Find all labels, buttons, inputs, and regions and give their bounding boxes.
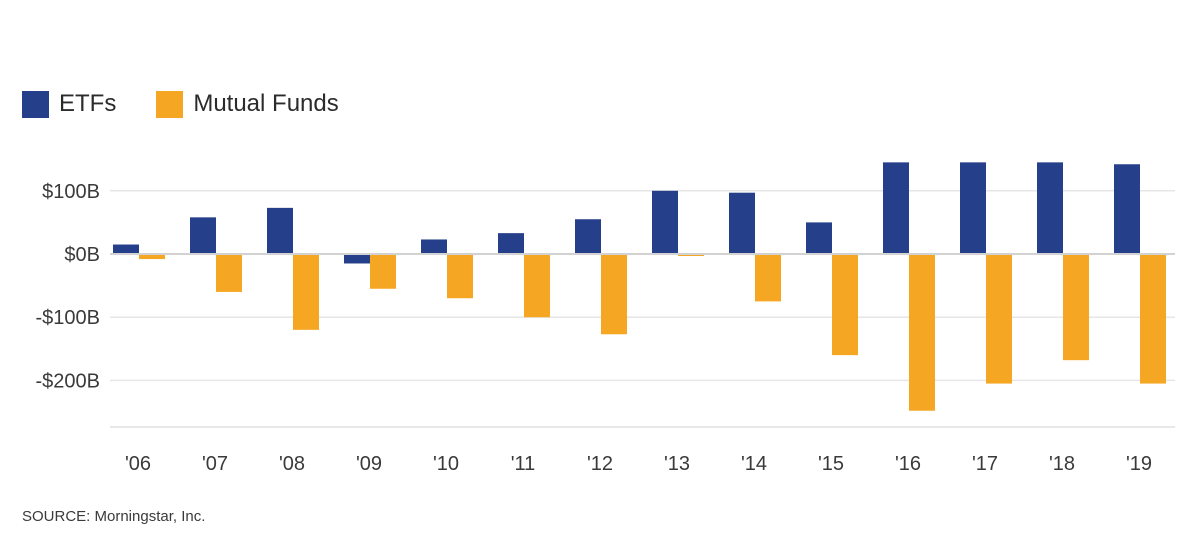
etf-bar-0 [113,244,139,254]
etf-bar-1 [190,217,216,254]
x-tick-label: '16 [895,453,921,475]
x-tick-label: '12 [587,453,613,475]
legend-swatch-etfs [22,90,49,118]
mutual-fund-bar-9 [832,254,858,356]
mutual-fund-bar-6 [601,254,627,335]
etf-bar-3 [344,254,370,264]
y-tick-label: -$200B [36,370,101,392]
mutual-fund-bar-2 [293,254,319,330]
legend-label-etfs: ETFs [59,90,117,117]
x-tick-label: '07 [202,453,228,475]
etf-bar-11 [960,162,986,254]
x-tick-label: '17 [972,453,998,475]
x-tick-label: '15 [818,453,844,475]
bars [113,162,1166,411]
chart-legend: ETFs Mutual Funds [22,90,379,118]
y-tick-label: $100B [42,181,100,203]
etf-bar-12 [1037,162,1063,254]
y-tick-label: -$100B [36,307,101,329]
legend-label-mutual-funds: Mutual Funds [193,90,339,117]
mutual-fund-bar-10 [909,254,935,411]
etf-bar-2 [267,207,293,254]
x-tick-label: '08 [279,453,305,475]
x-tick-label: '13 [664,453,690,475]
mutual-fund-bar-0 [139,254,165,260]
legend-item-etfs: ETFs [22,90,116,118]
etf-bar-7 [652,190,678,254]
legend-swatch-mutual-funds [156,90,184,118]
x-tick-label: '11 [511,453,536,475]
etf-bar-13 [1114,164,1140,254]
x-tick-label: '06 [125,453,151,475]
x-tick-label: '19 [1126,453,1152,475]
mutual-fund-bar-8 [755,254,781,302]
etf-bar-6 [575,219,601,254]
mutual-fund-bar-3 [370,254,396,289]
x-tick-label: '09 [356,453,382,475]
etf-bar-10 [883,162,909,254]
x-tick-label: '10 [433,453,459,475]
x-axis-tick-labels: '06 '07 '08 '09 '10 '11 '12 '13 '14 '15 '16 '17 '18 '… [125,453,1152,475]
etf-bar-4 [421,239,447,254]
x-tick-label: '18 [1049,453,1075,475]
mutual-fund-bar-4 [447,254,473,299]
y-tick-label: $0B [64,244,100,266]
y-axis-tick-labels: $100B $0B -$100B -$200B [36,181,101,393]
source-note: SOURCE: Morningstar, Inc. [22,508,206,525]
mutual-fund-bar-12 [1063,254,1089,361]
mutual-fund-bar-11 [986,254,1012,384]
mutual-fund-bar-1 [216,254,242,292]
x-tick-label: '14 [741,453,767,475]
etf-bar-9 [806,222,832,254]
mutual-fund-bar-5 [524,254,550,318]
etf-bar-8 [729,192,755,254]
etf-bar-5 [498,233,524,254]
mutual-fund-bar-13 [1140,254,1166,384]
legend-item-mutual-funds: Mutual Funds [156,90,339,118]
